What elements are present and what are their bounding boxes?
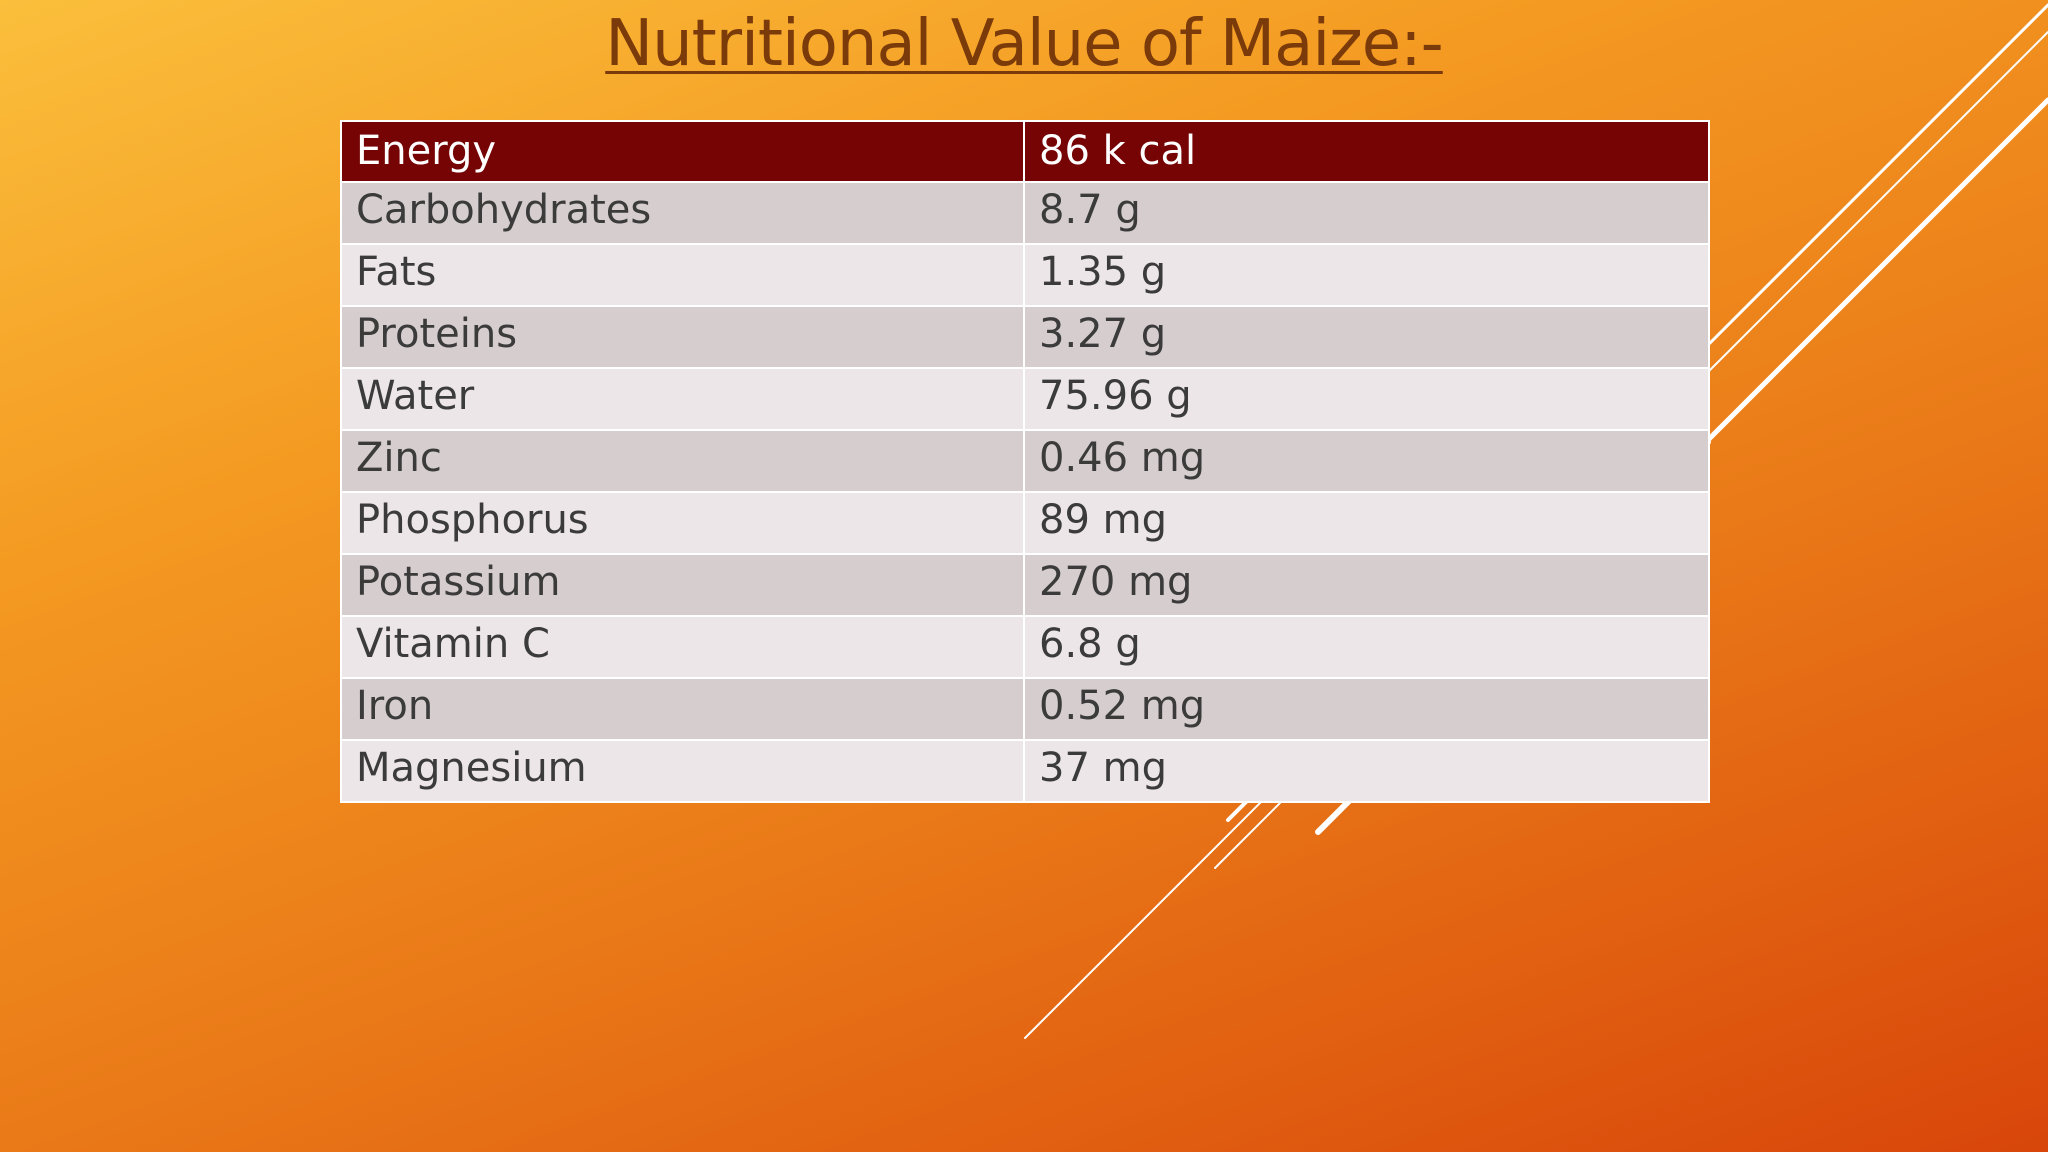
value-cell: 270 mg — [1023, 553, 1710, 617]
value-cell: 75.96 g — [1023, 367, 1710, 431]
value-cell: 0.52 mg — [1023, 677, 1710, 741]
value-cell: 0.46 mg — [1023, 429, 1710, 493]
table-row: Zinc 0.46 mg — [340, 429, 1710, 493]
nutrient-cell: Water — [340, 367, 1025, 431]
nutrient-cell: Proteins — [340, 305, 1025, 369]
nutrient-cell: Fats — [340, 243, 1025, 307]
nutrient-cell: Zinc — [340, 429, 1025, 493]
nutrient-cell: Iron — [340, 677, 1025, 741]
table-row: Proteins 3.27 g — [340, 305, 1710, 369]
table-row: Fats 1.35 g — [340, 243, 1710, 307]
decor-line-2 — [1707, 31, 2048, 373]
table-row: Water 75.96 g — [340, 367, 1710, 431]
slide-title: Nutritional Value of Maize:- — [605, 7, 1444, 81]
value-cell: 6.8 g — [1023, 615, 1710, 679]
nutrient-cell: Potassium — [340, 553, 1025, 617]
value-cell: 1.35 g — [1023, 243, 1710, 307]
value-cell: 3.27 g — [1023, 305, 1710, 369]
table-row: Phosphorus 89 mg — [340, 491, 1710, 555]
table-row: Iron 0.52 mg — [340, 677, 1710, 741]
nutrient-cell: Vitamin C — [340, 615, 1025, 679]
value-cell: 37 mg — [1023, 739, 1710, 803]
table-row: Vitamin C 6.8 g — [340, 615, 1710, 679]
nutrition-table: Energy 86 k cal Carbohydrates 8.7 g Fats… — [340, 120, 1710, 803]
nutrient-cell: Magnesium — [340, 739, 1025, 803]
value-cell: 86 k cal — [1023, 120, 1710, 183]
table-row: Magnesium 37 mg — [340, 739, 1710, 803]
nutrient-cell: Energy — [340, 120, 1025, 183]
value-cell: 8.7 g — [1023, 181, 1710, 245]
decor-line-3 — [1705, 97, 2048, 443]
value-cell: 89 mg — [1023, 491, 1710, 555]
nutrient-cell: Phosphorus — [340, 491, 1025, 555]
table-header-row: Energy 86 k cal — [340, 120, 1710, 183]
nutrition-table-container: Energy 86 k cal Carbohydrates 8.7 g Fats… — [340, 120, 1710, 803]
table-row: Potassium 270 mg — [340, 553, 1710, 617]
nutrient-cell: Carbohydrates — [340, 181, 1025, 245]
table-row: Carbohydrates 8.7 g — [340, 181, 1710, 245]
decor-line-1 — [1706, 3, 2048, 347]
